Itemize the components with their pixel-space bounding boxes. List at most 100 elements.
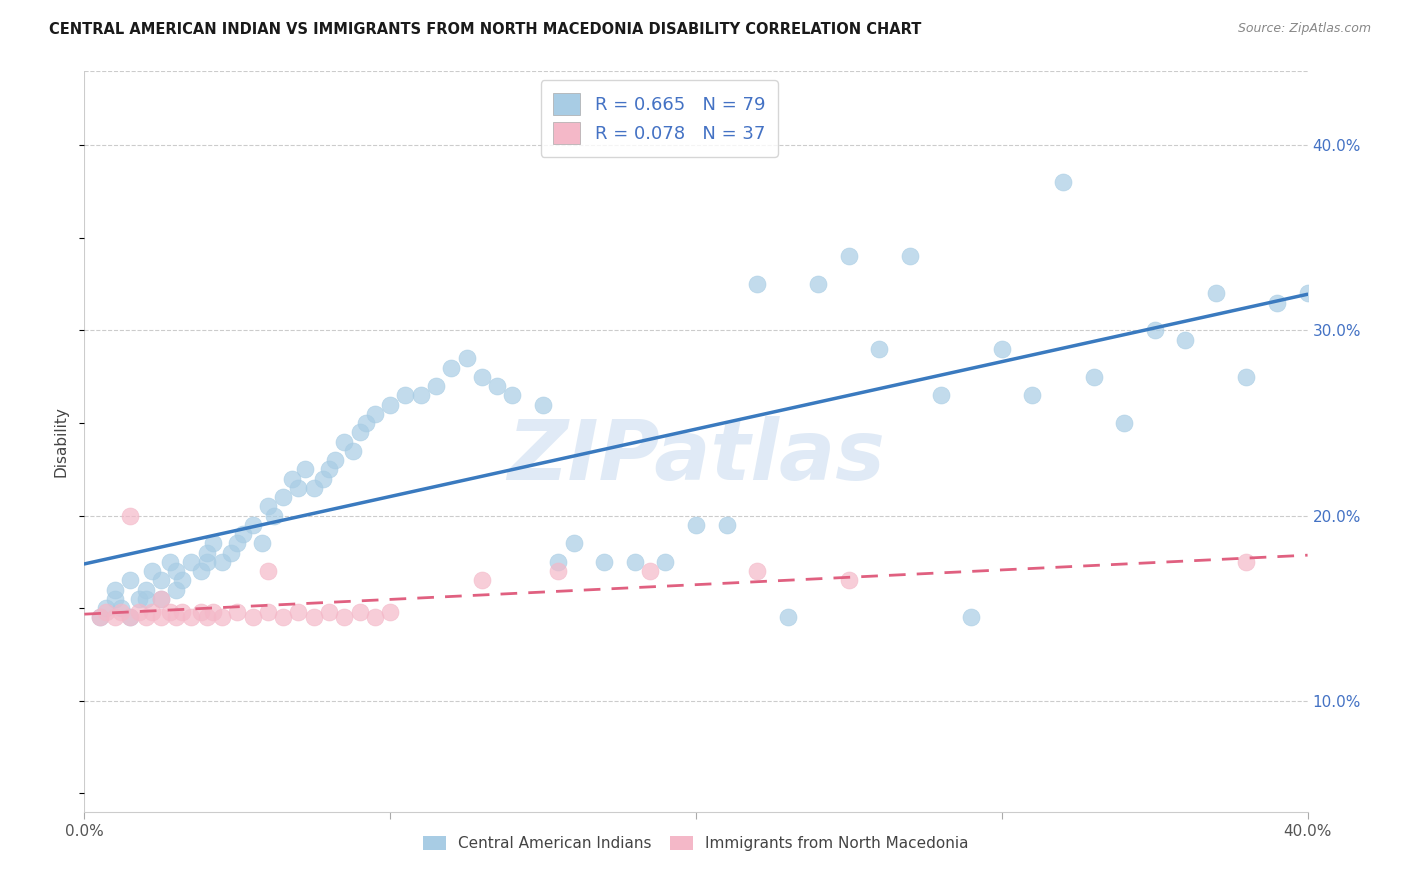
Point bbox=[747, 564, 769, 578]
Point bbox=[226, 536, 249, 550]
Point bbox=[165, 610, 187, 624]
Point bbox=[562, 536, 585, 550]
Point bbox=[685, 517, 707, 532]
Text: CENTRAL AMERICAN INDIAN VS IMMIGRANTS FROM NORTH MACEDONIA DISABILITY CORRELATIO: CENTRAL AMERICAN INDIAN VS IMMIGRANTS FR… bbox=[49, 22, 921, 37]
Point bbox=[333, 610, 356, 624]
Point bbox=[364, 407, 387, 421]
Point bbox=[250, 536, 273, 550]
Point bbox=[333, 434, 356, 449]
Point bbox=[349, 425, 371, 440]
Point bbox=[159, 605, 181, 619]
Point bbox=[394, 388, 416, 402]
Point bbox=[354, 416, 377, 430]
Point bbox=[110, 605, 132, 619]
Point bbox=[425, 379, 447, 393]
Point bbox=[211, 610, 233, 624]
Point bbox=[180, 555, 202, 569]
Point bbox=[486, 379, 509, 393]
Point bbox=[149, 610, 172, 624]
Point bbox=[201, 536, 224, 550]
Point bbox=[624, 555, 647, 569]
Point bbox=[128, 591, 150, 606]
Point bbox=[440, 360, 463, 375]
Point bbox=[149, 591, 172, 606]
Point bbox=[593, 555, 616, 569]
Point bbox=[149, 574, 172, 588]
Point bbox=[242, 610, 264, 624]
Point bbox=[120, 610, 142, 624]
Point bbox=[747, 277, 769, 292]
Point bbox=[869, 342, 891, 356]
Legend: Central American Indians, Immigrants from North Macedonia: Central American Indians, Immigrants fro… bbox=[419, 831, 973, 856]
Point bbox=[294, 462, 316, 476]
Point bbox=[263, 508, 285, 523]
Point bbox=[257, 564, 280, 578]
Point bbox=[807, 277, 830, 292]
Point bbox=[135, 610, 157, 624]
Point bbox=[318, 605, 340, 619]
Point bbox=[104, 610, 127, 624]
Point bbox=[135, 582, 157, 597]
Point bbox=[380, 605, 402, 619]
Point bbox=[1296, 286, 1319, 301]
Point bbox=[271, 490, 294, 504]
Text: ZIPatlas: ZIPatlas bbox=[508, 416, 884, 497]
Point bbox=[135, 591, 157, 606]
Point bbox=[991, 342, 1014, 356]
Point bbox=[172, 574, 194, 588]
Point bbox=[195, 546, 218, 560]
Point bbox=[128, 605, 150, 619]
Point bbox=[364, 610, 387, 624]
Point bbox=[195, 555, 218, 569]
Point bbox=[104, 591, 127, 606]
Point bbox=[1174, 333, 1197, 347]
Point bbox=[502, 388, 524, 402]
Point bbox=[1236, 555, 1258, 569]
Point bbox=[281, 471, 304, 485]
Point bbox=[323, 453, 346, 467]
Point bbox=[1114, 416, 1136, 430]
Point bbox=[1265, 295, 1288, 310]
Point bbox=[226, 605, 249, 619]
Point bbox=[172, 605, 194, 619]
Point bbox=[1205, 286, 1227, 301]
Point bbox=[159, 555, 181, 569]
Point bbox=[838, 250, 860, 264]
Point bbox=[242, 517, 264, 532]
Point bbox=[456, 351, 478, 366]
Point bbox=[141, 605, 163, 619]
Point bbox=[654, 555, 676, 569]
Point bbox=[312, 471, 335, 485]
Point bbox=[287, 605, 309, 619]
Point bbox=[1021, 388, 1043, 402]
Point bbox=[149, 591, 172, 606]
Point bbox=[1143, 324, 1166, 338]
Point bbox=[141, 564, 163, 578]
Point bbox=[120, 574, 142, 588]
Point bbox=[271, 610, 294, 624]
Point bbox=[89, 610, 111, 624]
Point bbox=[190, 605, 212, 619]
Point bbox=[195, 610, 218, 624]
Point bbox=[547, 555, 569, 569]
Point bbox=[318, 462, 340, 476]
Point bbox=[104, 582, 127, 597]
Point bbox=[776, 610, 799, 624]
Point bbox=[342, 443, 364, 458]
Point bbox=[716, 517, 738, 532]
Point bbox=[838, 574, 860, 588]
Point bbox=[302, 481, 325, 495]
Point bbox=[960, 610, 983, 624]
Point bbox=[287, 481, 309, 495]
Point bbox=[201, 605, 224, 619]
Y-axis label: Disability: Disability bbox=[53, 406, 69, 477]
Point bbox=[120, 610, 142, 624]
Point bbox=[929, 388, 952, 402]
Point bbox=[302, 610, 325, 624]
Point bbox=[1236, 369, 1258, 384]
Point bbox=[180, 610, 202, 624]
Point bbox=[898, 250, 921, 264]
Point bbox=[232, 527, 254, 541]
Point bbox=[547, 564, 569, 578]
Point bbox=[531, 398, 554, 412]
